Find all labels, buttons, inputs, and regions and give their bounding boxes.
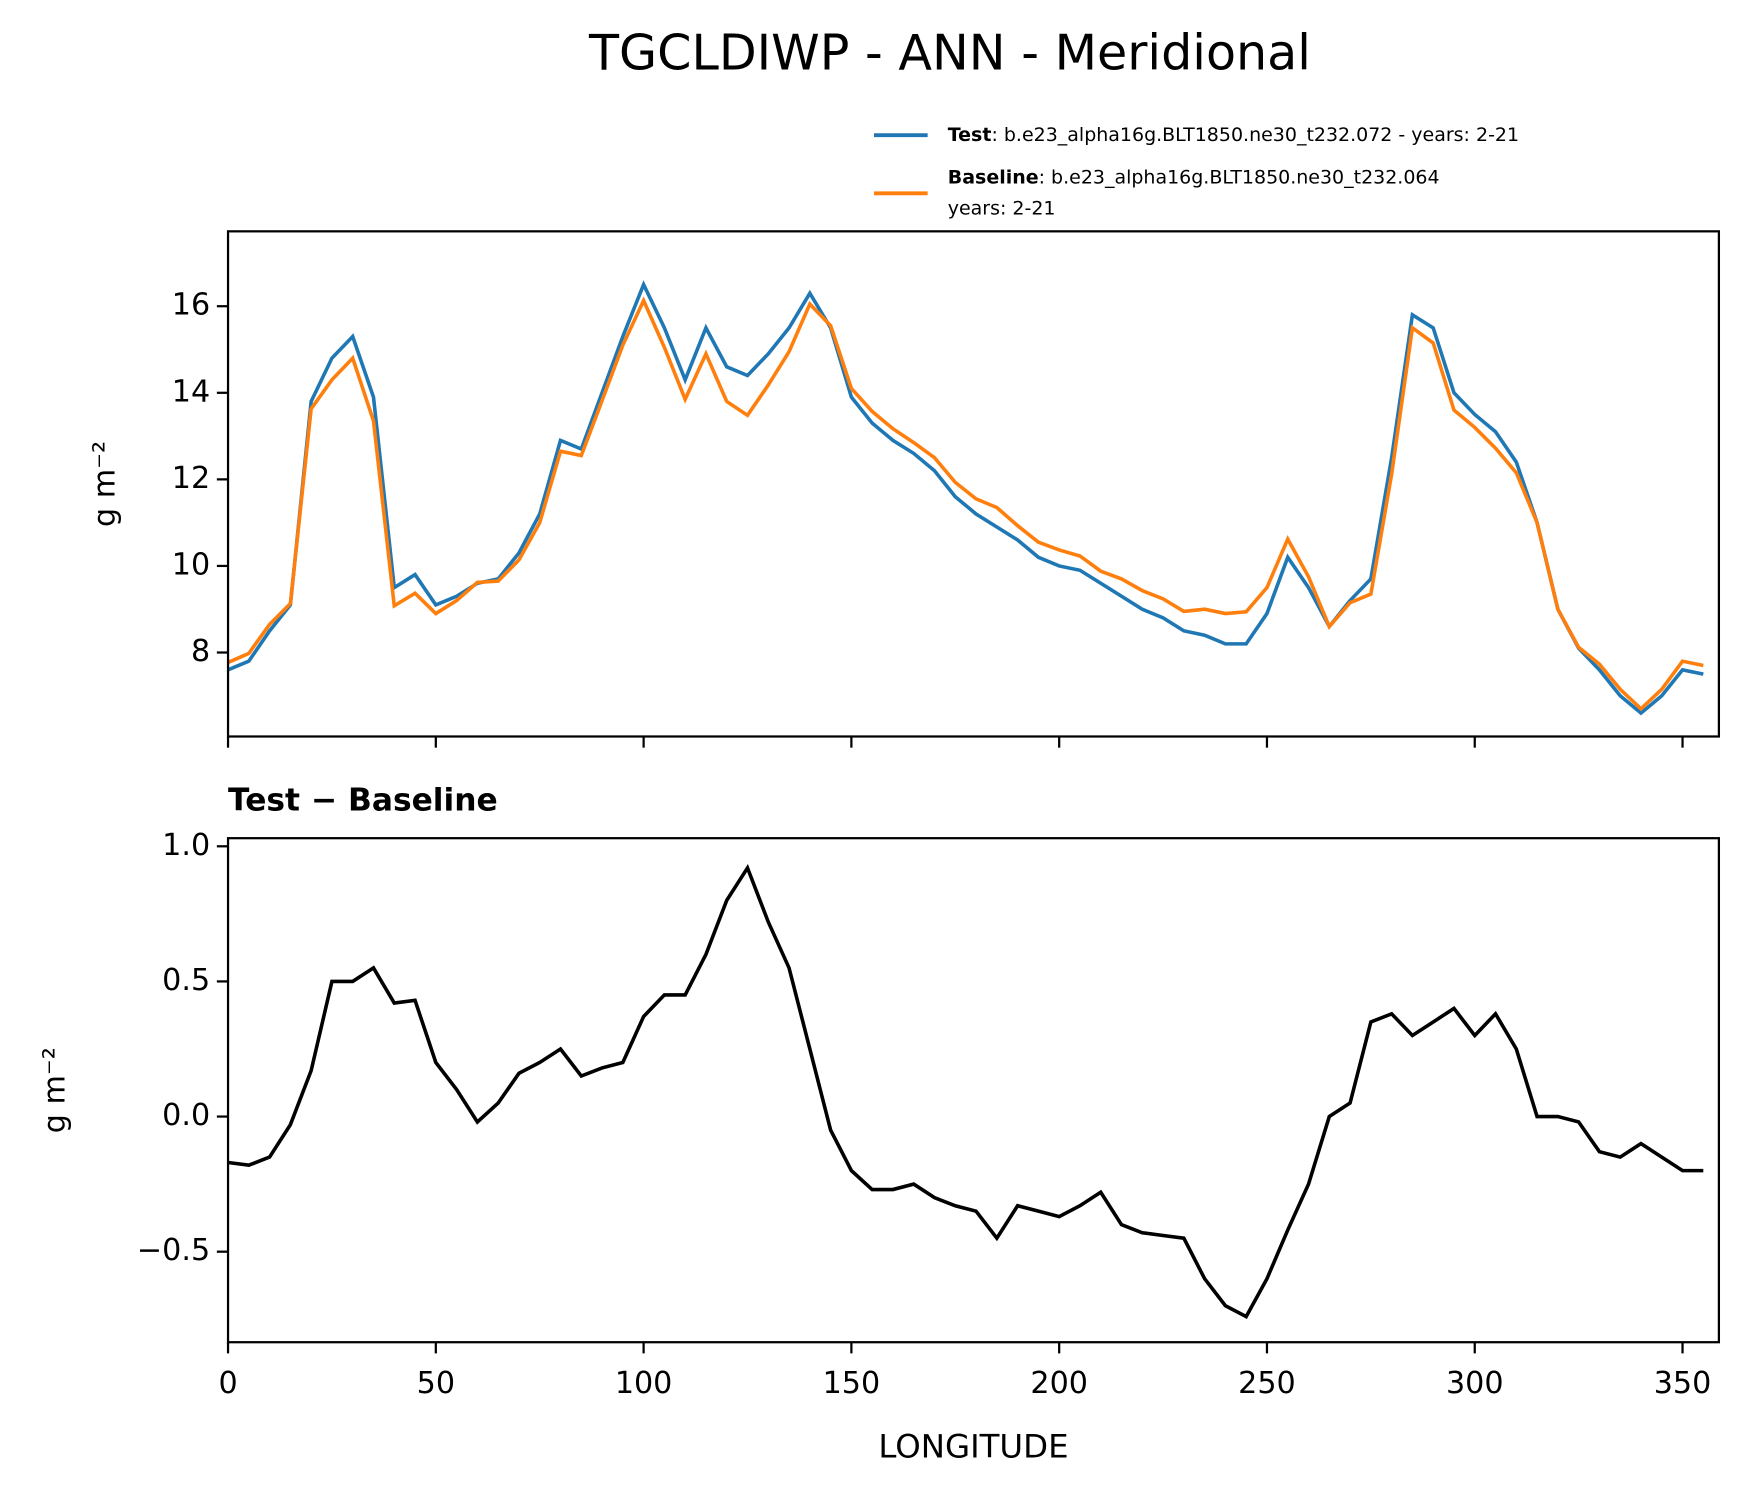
- y-tick-label: 10: [172, 547, 210, 582]
- x-tick-label: 350: [1654, 1366, 1712, 1401]
- subplot-title: Test − Baseline: [228, 782, 498, 818]
- data-line: [228, 296, 1704, 712]
- x-tick-label: 100: [615, 1366, 673, 1401]
- x-tick-label: 0: [218, 1366, 237, 1401]
- legend-name: Baseline: [948, 166, 1039, 188]
- y-tick-label: 0.5: [162, 963, 210, 998]
- legend-label: Test: b.e23_alpha16g.BLT1850.ne30_t232.0…: [948, 124, 1519, 146]
- figure-title: TGCLDIWP - ANN - Meridional: [588, 23, 1311, 81]
- axes-frame: [226, 837, 1721, 1344]
- legend-description: : b.e23_alpha16g.BLT1850.ne30_t232.072 -…: [991, 124, 1519, 146]
- legend-label-line2: years: 2-21: [948, 197, 1056, 219]
- x-tick-label: 250: [1238, 1366, 1296, 1401]
- data-line: [228, 280, 1704, 716]
- y-tick-label: 0.0: [162, 1098, 210, 1133]
- legend-label: Baseline: b.e23_alpha16g.BLT1850.ne30_t2…: [948, 166, 1440, 188]
- y-tick-label: 12: [172, 461, 210, 496]
- legend-name: Test: [948, 124, 992, 146]
- y-tick-label: 1.0: [162, 828, 210, 863]
- axes-frame: [226, 230, 1721, 738]
- x-tick-label: 300: [1446, 1366, 1504, 1401]
- x-tick-label: 150: [823, 1366, 881, 1401]
- y-tick-label: 14: [172, 374, 210, 409]
- y-axis-label: g m⁻²: [37, 1047, 72, 1133]
- x-tick-label: 200: [1030, 1366, 1088, 1401]
- y-tick-label: 8: [191, 634, 210, 669]
- y-tick-label: 16: [172, 288, 210, 323]
- x-axis-label: LONGITUDE: [878, 1427, 1068, 1465]
- legend-description: : b.e23_alpha16g.BLT1850.ne30_t232.064: [1039, 166, 1440, 188]
- y-axis-label: g m⁻²: [88, 441, 123, 527]
- y-tick-label: −0.5: [137, 1233, 210, 1268]
- x-tick-label: 50: [417, 1366, 455, 1401]
- data-line: [228, 863, 1704, 1319]
